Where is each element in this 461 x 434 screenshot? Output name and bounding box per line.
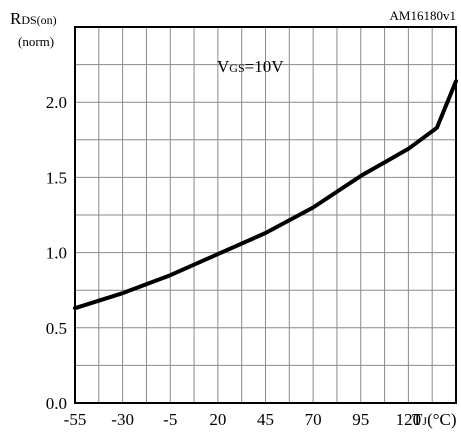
x-tick-label: 95: [352, 410, 369, 429]
y-tick-label: 0.0: [46, 394, 67, 413]
y-tick-label: 0.5: [46, 319, 67, 338]
x-axis-label: TJ(°C): [412, 410, 457, 429]
x-axis-label-sub: J: [422, 414, 427, 428]
y-axis-label-sub: DS(on): [21, 13, 56, 27]
x-tick-label: -55: [64, 410, 87, 429]
x-tick-label: 20: [209, 410, 226, 429]
y-axis-label: RDS(on): [10, 9, 57, 28]
x-tick-label: 45: [257, 410, 274, 429]
annotation-sub: GS: [229, 61, 244, 75]
x-tick-label: -5: [163, 410, 177, 429]
x-tick-label: 70: [305, 410, 322, 429]
figure-id: AM16180v1: [390, 8, 456, 23]
annotation-value: =10V: [245, 57, 285, 76]
plot-frame: [74, 26, 457, 404]
y-tick-label: 1.5: [46, 168, 67, 187]
x-tick-label: 120: [396, 410, 422, 429]
series-line: [73, 79, 458, 311]
x-axis-label-main: T: [412, 410, 423, 429]
annotation-main: V: [217, 57, 230, 76]
y-axis-unit: (norm): [18, 34, 54, 49]
x-tick-label: -30: [111, 410, 134, 429]
grid: [75, 27, 456, 403]
y-tick-labels: 0.0 0.5 1.0 1.5 2.0: [46, 93, 67, 413]
x-axis-unit: (°C): [427, 410, 456, 429]
x-tick-labels: -55 -30 -5 20 45 70 95 120: [64, 410, 421, 429]
y-tick-label: 2.0: [46, 93, 67, 112]
series-layer: [73, 79, 458, 311]
y-axis-label-main: R: [10, 9, 22, 28]
condition-annotation: VGS=10V: [217, 57, 284, 76]
y-tick-label: 1.0: [46, 244, 67, 263]
